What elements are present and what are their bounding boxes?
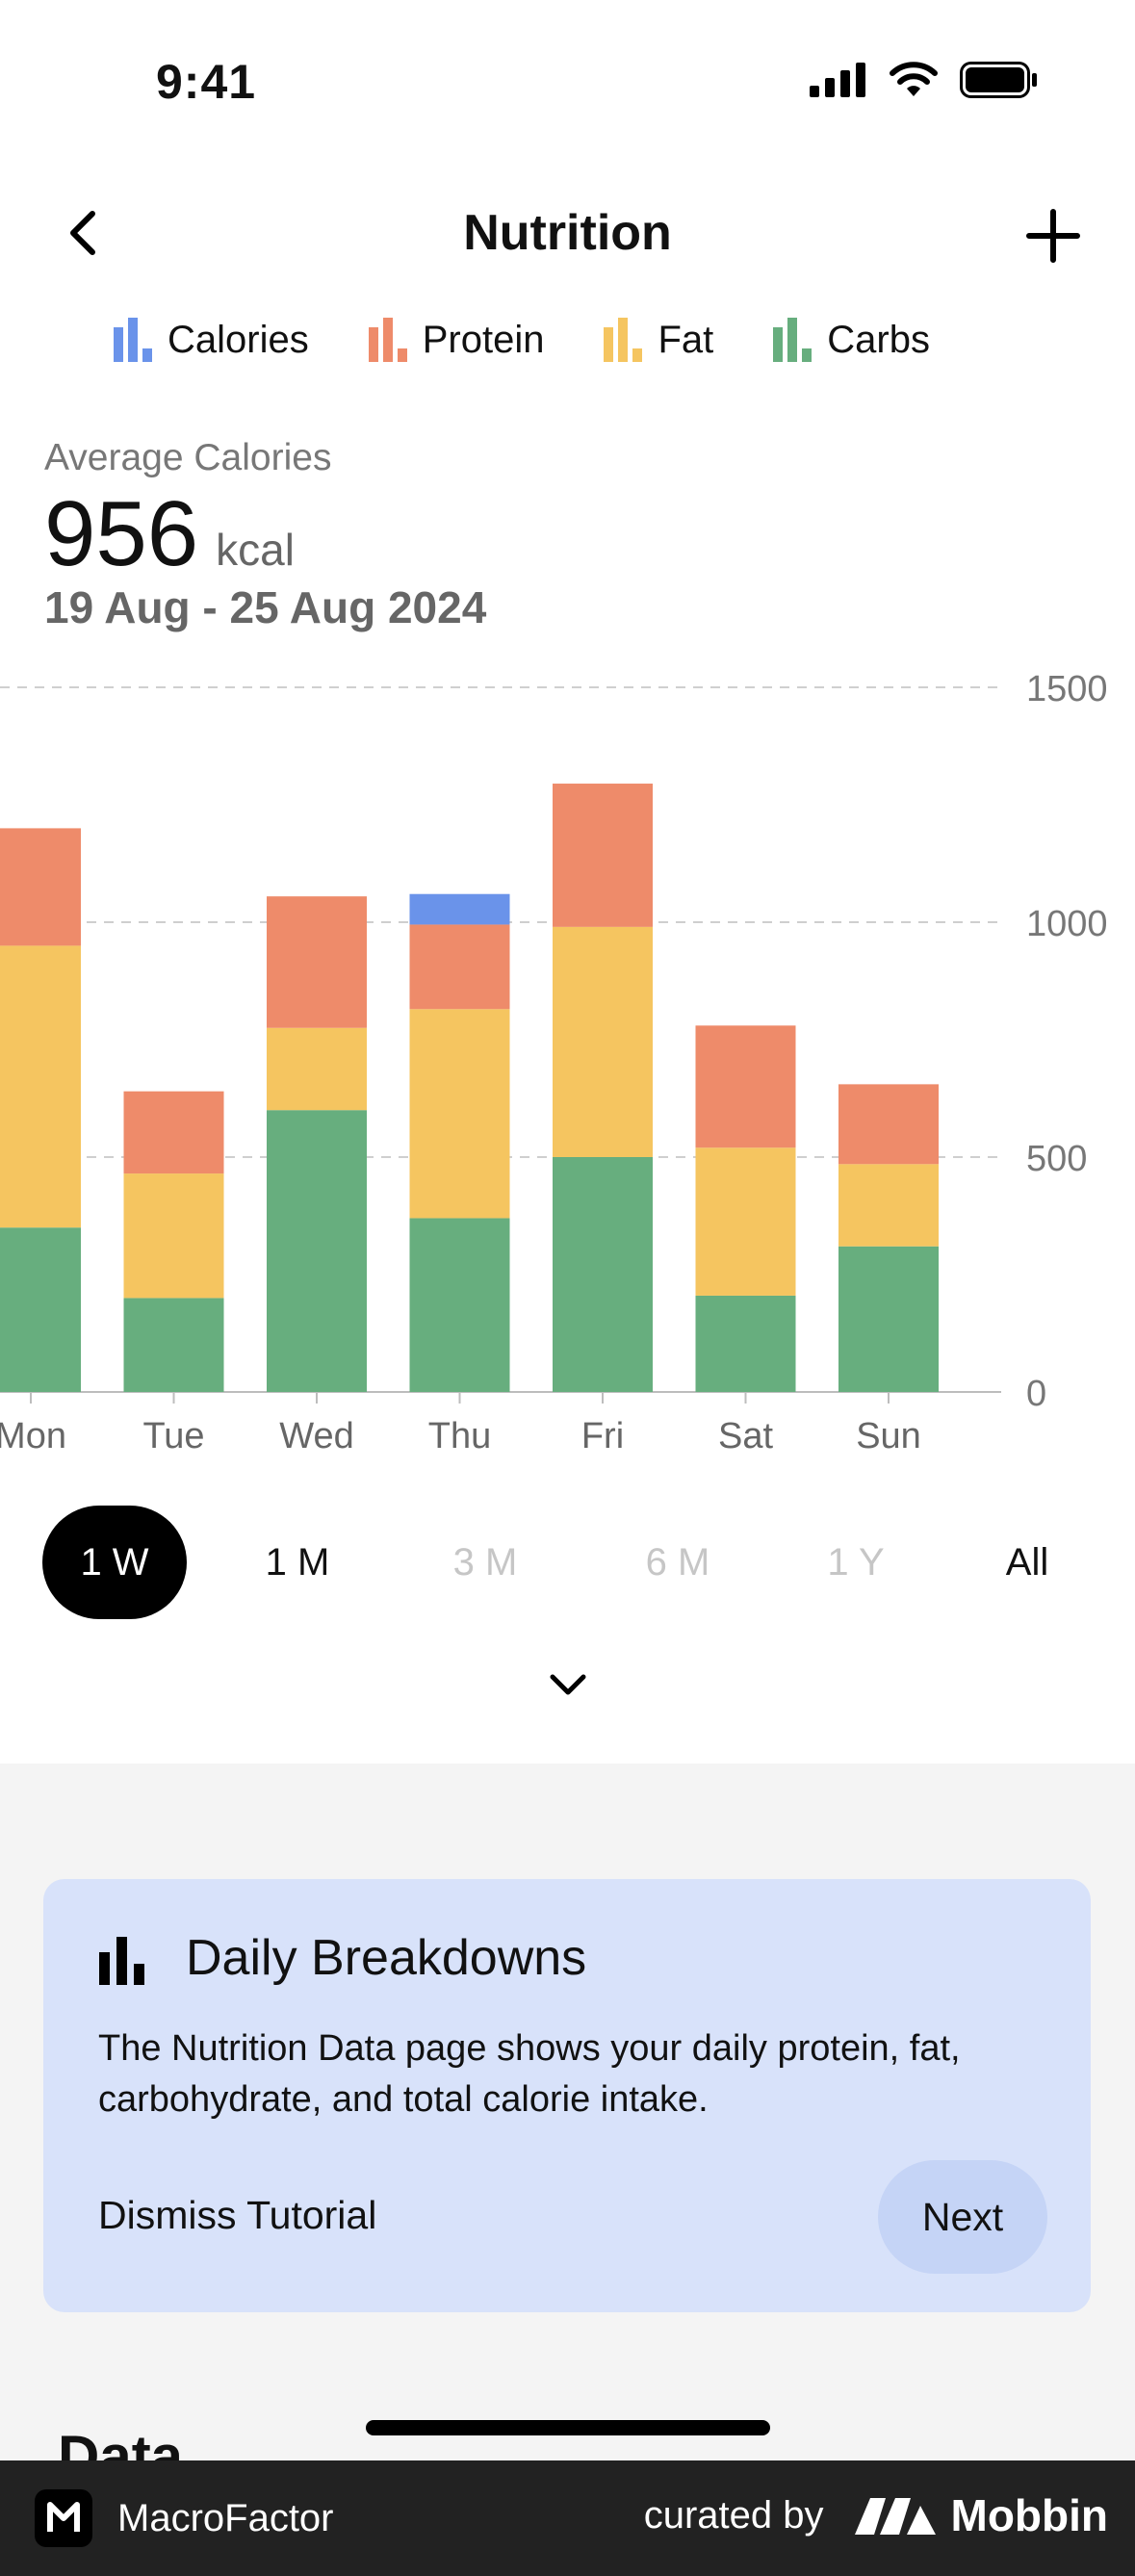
bar-segment-fat[interactable] [267, 1027, 367, 1111]
x-tick-label: Mon [0, 1416, 66, 1456]
bar-segment-protein[interactable] [409, 924, 510, 1010]
range-tab-label: All [1005, 1540, 1049, 1584]
content-section: Daily Breakdowns The Nutrition Data page… [0, 1764, 1135, 2488]
chart-legend: Calories Protein Fat Carbs [114, 318, 930, 362]
y-tick-label: 0 [1026, 1374, 1046, 1414]
bar-segment-protein[interactable] [838, 1084, 939, 1165]
bar-segment-carbs[interactable] [553, 1157, 653, 1392]
time-range-selector: 1 W 1 M 3 M 6 M 1 Y All [42, 1506, 1092, 1619]
bar-segment-carbs[interactable] [838, 1246, 939, 1392]
status-time: 9:41 [156, 55, 257, 109]
bar-segment-protein[interactable] [695, 1025, 796, 1148]
next-button[interactable]: Next [878, 2160, 1047, 2274]
average-calories-value: 956 [44, 482, 199, 585]
legend-label: Protein [422, 318, 545, 361]
footer-app-name: MacroFactor [117, 2496, 334, 2539]
legend-item-protein[interactable]: Protein [368, 318, 545, 362]
bar-segment-protein[interactable] [267, 896, 367, 1028]
date-range: 19 Aug - 25 Aug 2024 [44, 582, 487, 632]
status-bar: 9:41 [0, 0, 1135, 144]
x-tick-label: Wed [279, 1416, 353, 1456]
legend-item-fat[interactable]: Fat [604, 318, 713, 362]
bar-chart-icon [773, 318, 813, 362]
bar-chart-icon [114, 318, 152, 362]
legend-item-carbs[interactable]: Carbs [773, 318, 930, 362]
range-tab-1y[interactable]: 1 Y [784, 1506, 928, 1619]
average-calories-label: Average Calories [44, 437, 332, 478]
y-tick-label: 500 [1026, 1139, 1087, 1179]
status-icons [810, 62, 1039, 98]
x-tick-label: Fri [581, 1416, 624, 1456]
footer-curated: curated by Mobbin [644, 2489, 1108, 2541]
average-calories-row: 956 kcal [44, 481, 295, 587]
range-tab-label: 1 W [80, 1540, 149, 1584]
nutrition-bar-chart[interactable]: 0 500 1000 1500 Mon Tue Wed Thu Fri Sat Sun [0, 664, 1135, 1473]
macrofactor-logo-icon [35, 2489, 92, 2547]
footer-bar: MacroFactor curated by Mobbin [0, 2460, 1135, 2576]
range-tab-6m[interactable]: 6 M [606, 1506, 750, 1619]
range-tab-label: 6 M [645, 1540, 710, 1584]
bar-chart-icon [368, 318, 407, 362]
bar-segment-carbs[interactable] [0, 1227, 81, 1392]
legend-label: Fat [658, 318, 714, 361]
footer-app: MacroFactor [35, 2489, 334, 2547]
bar-segment-carbs[interactable] [123, 1298, 224, 1392]
next-button-label: Next [921, 2194, 1004, 2239]
x-tick-label: Thu [428, 1416, 491, 1456]
mobbin-logo-icon [854, 2498, 936, 2535]
add-icon[interactable] [1019, 202, 1087, 270]
battery-icon [960, 62, 1037, 98]
bar-segment-fat[interactable] [838, 1164, 939, 1247]
back-arrow-icon[interactable] [56, 204, 114, 262]
tutorial-card: Daily Breakdowns The Nutrition Data page… [43, 1879, 1091, 2312]
wifi-icon [890, 62, 938, 96]
chevron-down-icon[interactable] [544, 1665, 592, 1704]
mobbin-brand-name: Mobbin [950, 2490, 1109, 2540]
bar-segment-fat[interactable] [123, 1173, 224, 1299]
bar-chart-icon [604, 318, 643, 362]
range-tab-label: 1 Y [827, 1540, 885, 1584]
bar-segment-carbs[interactable] [409, 1218, 510, 1392]
legend-item-calories[interactable]: Calories [114, 318, 309, 362]
mobbin-brand: Mobbin [853, 2489, 1109, 2541]
bar-segment-protein[interactable] [123, 1091, 224, 1174]
bar-chart-icon [99, 1937, 144, 1985]
range-tab-1m[interactable]: 1 M [225, 1506, 370, 1619]
bar-segment-protein[interactable] [553, 784, 653, 927]
y-tick-label: 1500 [1026, 669, 1108, 709]
bar-segment-calories[interactable] [409, 893, 510, 925]
tutorial-text: The Nutrition Data page shows your daily… [98, 2028, 961, 2120]
bar-segment-carbs[interactable] [695, 1295, 796, 1392]
legend-label: Calories [168, 318, 309, 361]
x-tick-label: Sun [856, 1416, 921, 1456]
curated-by-label: curated by [643, 2493, 824, 2537]
range-tab-all[interactable]: All [955, 1506, 1099, 1619]
tutorial-title: Daily Breakdowns [186, 1930, 587, 1986]
cellular-signal-icon [810, 63, 865, 97]
x-tick-label: Sat [718, 1416, 773, 1456]
bar-segment-carbs[interactable] [267, 1110, 367, 1392]
range-tab-1w[interactable]: 1 W [42, 1506, 187, 1619]
page-title: Nutrition [463, 205, 672, 261]
range-tab-label: 3 M [452, 1540, 518, 1584]
legend-label: Carbs [827, 318, 930, 361]
y-tick-label: 1000 [1026, 904, 1108, 944]
average-calories-unit: kcal [216, 525, 295, 575]
bar-segment-fat[interactable] [409, 1009, 510, 1219]
navigation-header: Nutrition [0, 183, 1135, 289]
range-tab-3m[interactable]: 3 M [413, 1506, 557, 1619]
home-indicator [366, 2420, 770, 2435]
bar-segment-fat[interactable] [695, 1147, 796, 1296]
bar-segment-fat[interactable] [0, 945, 81, 1228]
range-tab-label: 1 M [265, 1540, 330, 1584]
x-tick-label: Tue [142, 1416, 204, 1456]
dismiss-tutorial-button[interactable]: Dismiss Tutorial [98, 2193, 377, 2237]
bar-segment-protein[interactable] [0, 828, 81, 946]
bar-segment-fat[interactable] [553, 926, 653, 1157]
